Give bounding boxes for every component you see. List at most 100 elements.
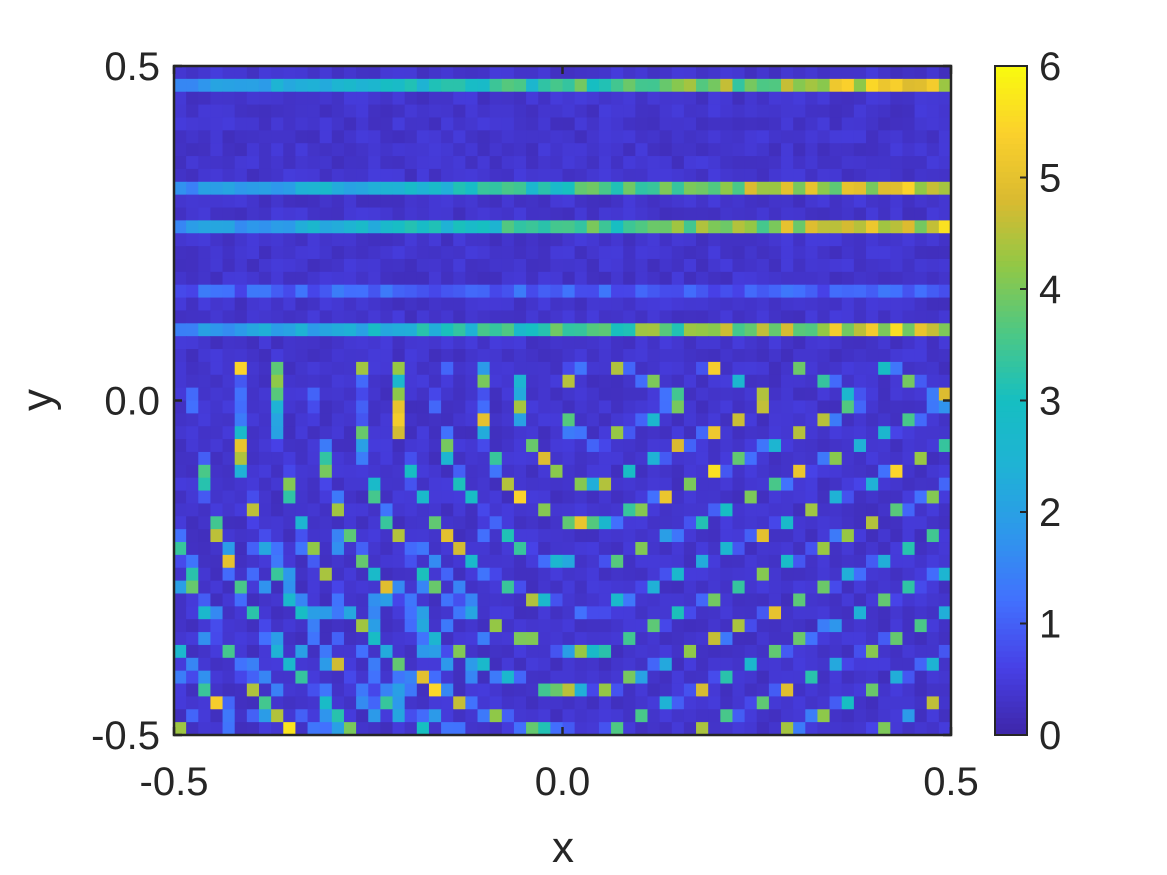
heatmap-cell xyxy=(271,683,284,698)
heatmap-cell xyxy=(501,258,515,273)
heatmap-cell xyxy=(453,104,466,119)
x-axis-label: x xyxy=(552,823,574,872)
heatmap-cell xyxy=(501,644,515,659)
heatmap-cell xyxy=(756,464,770,479)
heatmap-cell xyxy=(307,554,321,569)
heatmap-cell xyxy=(501,168,515,183)
heatmap-cell xyxy=(938,143,952,157)
heatmap-cell xyxy=(866,439,879,453)
heatmap-cell xyxy=(708,619,721,633)
heatmap-cell xyxy=(441,297,454,312)
heatmap-cell xyxy=(756,168,770,183)
heatmap-cell xyxy=(222,181,236,196)
heatmap-cell xyxy=(817,490,831,505)
heatmap-cell xyxy=(198,670,212,685)
heatmap-cell xyxy=(343,336,357,350)
heatmap-cell xyxy=(744,554,758,569)
heatmap-cell xyxy=(331,542,345,556)
heatmap-cell xyxy=(319,606,333,620)
heatmap-cell xyxy=(720,439,734,453)
heatmap-cell xyxy=(659,233,673,247)
heatmap-cell xyxy=(210,451,224,466)
heatmap-cell xyxy=(271,374,284,389)
heatmap-cell xyxy=(623,117,636,131)
heatmap-cell xyxy=(744,349,758,363)
heatmap-cell xyxy=(174,233,187,247)
heatmap-cell xyxy=(258,696,272,710)
heatmap-cell xyxy=(174,542,187,556)
heatmap-cell xyxy=(562,143,576,157)
heatmap-cell xyxy=(732,66,746,80)
heatmap-cell xyxy=(343,117,357,131)
colorbar-segment xyxy=(995,233,1027,240)
heatmap-cell xyxy=(659,709,673,723)
heatmap-cell xyxy=(331,606,345,620)
heatmap-cell xyxy=(198,130,212,144)
heatmap-cell xyxy=(598,542,612,556)
heatmap-cell xyxy=(805,490,819,505)
heatmap-cell xyxy=(392,233,406,247)
heatmap-cell xyxy=(659,644,673,659)
heatmap-cell xyxy=(428,349,442,363)
heatmap-cell xyxy=(404,336,418,350)
heatmap-cell xyxy=(210,477,224,492)
heatmap-cell xyxy=(368,181,381,196)
heatmap-cell xyxy=(683,349,697,363)
heatmap-cell xyxy=(914,400,928,414)
heatmap-cell xyxy=(380,529,394,543)
heatmap-cell xyxy=(198,657,212,672)
heatmap-cell xyxy=(635,554,649,569)
heatmap-cell xyxy=(720,258,734,273)
heatmap-cell xyxy=(938,503,952,517)
heatmap-cell xyxy=(902,644,916,659)
heatmap-cell xyxy=(198,181,212,196)
heatmap-cell xyxy=(513,593,527,607)
heatmap-cell xyxy=(683,323,697,337)
heatmap-cell xyxy=(574,143,588,157)
heatmap-cell xyxy=(902,657,916,672)
heatmap-cell xyxy=(805,104,819,119)
colorbar-tick-label: 6 xyxy=(1039,45,1061,89)
heatmap-cell xyxy=(538,413,551,427)
heatmap-cell xyxy=(574,619,588,633)
heatmap-cell xyxy=(380,220,394,234)
heatmap-cell xyxy=(477,670,491,685)
heatmap-cell xyxy=(890,233,904,247)
heatmap-cell xyxy=(708,66,721,80)
heatmap-cell xyxy=(222,246,236,260)
heatmap-cell xyxy=(732,284,746,299)
heatmap-cell xyxy=(562,310,576,324)
heatmap-cell xyxy=(562,66,576,80)
heatmap-cell xyxy=(343,374,357,389)
heatmap-cell xyxy=(319,619,333,633)
heatmap-cell xyxy=(343,168,357,183)
heatmap-cell xyxy=(902,323,916,337)
heatmap-cell xyxy=(866,181,879,196)
heatmap-cell xyxy=(356,194,369,209)
heatmap-cell xyxy=(234,181,248,196)
heatmap-cell xyxy=(222,683,236,698)
heatmap-cell xyxy=(489,104,503,119)
heatmap-cell xyxy=(368,91,381,106)
heatmap-cell xyxy=(696,297,709,312)
heatmap-cell xyxy=(307,451,321,466)
heatmap-cell xyxy=(659,258,673,273)
heatmap-cell xyxy=(283,696,297,710)
heatmap-cell xyxy=(635,233,649,247)
heatmap-cell xyxy=(368,413,381,427)
heatmap-cell xyxy=(768,374,782,389)
heatmap-cell xyxy=(283,593,297,607)
heatmap-cell xyxy=(404,451,418,466)
heatmap-cell xyxy=(513,464,527,479)
heatmap-cell xyxy=(768,387,782,402)
heatmap-cell xyxy=(793,66,806,80)
heatmap-cell xyxy=(186,349,199,363)
heatmap-cell xyxy=(174,246,187,260)
heatmap-cell xyxy=(392,361,406,376)
heatmap-cell xyxy=(234,503,248,517)
heatmap-cell xyxy=(246,619,260,633)
heatmap-cell xyxy=(696,619,709,633)
heatmap-cell xyxy=(550,284,564,299)
heatmap-cell xyxy=(246,413,260,427)
heatmap-cell xyxy=(343,503,357,517)
